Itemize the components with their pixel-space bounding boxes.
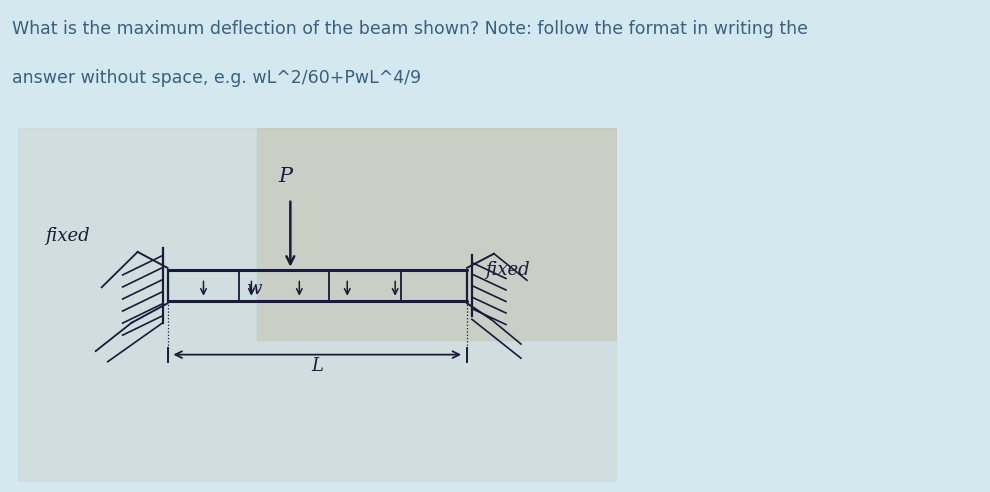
Text: fixed: fixed (45, 227, 89, 246)
Text: w: w (247, 280, 262, 299)
Bar (257, 128, 617, 340)
Text: L: L (311, 357, 324, 374)
Text: fixed: fixed (485, 261, 530, 279)
Text: answer without space, e.g. wL^2/60+PwL^4/9: answer without space, e.g. wL^2/60+PwL^4… (12, 69, 421, 87)
Text: P: P (278, 167, 293, 186)
Text: What is the maximum deflection of the beam shown? Note: follow the format in wri: What is the maximum deflection of the be… (12, 20, 808, 38)
